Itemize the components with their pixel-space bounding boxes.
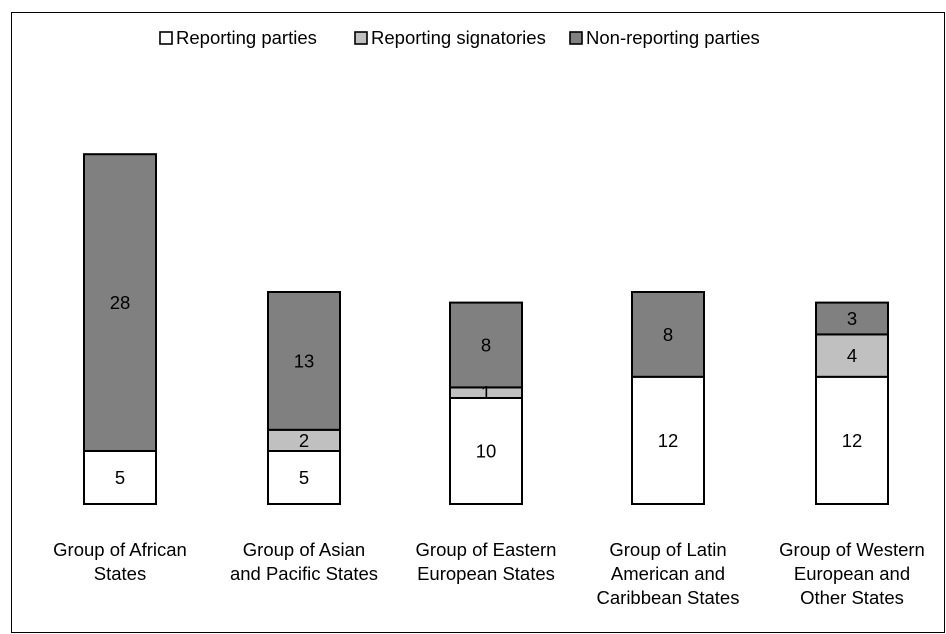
bar-segment xyxy=(631,291,705,378)
category-label: Group of Eastern European States xyxy=(416,539,557,584)
data-label: 8 xyxy=(481,335,491,356)
category-label: Group of Western European and Other States xyxy=(779,539,925,608)
bar-segment xyxy=(449,397,523,505)
data-label: 5 xyxy=(299,467,309,488)
legend-swatch xyxy=(569,31,583,45)
bar-segment xyxy=(815,375,889,505)
data-label: 2 xyxy=(299,430,309,451)
bars xyxy=(83,153,889,505)
bar-segment xyxy=(83,153,157,452)
bar-segment xyxy=(83,450,157,505)
legend-swatch xyxy=(159,31,173,45)
data-label: 1 xyxy=(481,382,491,403)
data-labels: 5 28 5 2 13 10 1 8 12 8 12 4 3 xyxy=(110,292,863,488)
legend-label: Reporting signatories xyxy=(371,27,546,48)
bar-segment xyxy=(449,301,523,389)
data-label: 12 xyxy=(842,430,863,451)
category-label: Group of African States xyxy=(53,539,187,584)
legend-swatch xyxy=(354,31,368,45)
data-label: 10 xyxy=(476,441,497,462)
data-label: 13 xyxy=(294,350,315,371)
legend-label: Reporting parties xyxy=(176,27,317,48)
bar-segment xyxy=(267,291,341,431)
data-label: 4 xyxy=(847,345,857,366)
bar-segment xyxy=(815,333,889,378)
data-label: 5 xyxy=(115,467,125,488)
data-label: 28 xyxy=(110,292,131,313)
data-label: 8 xyxy=(663,324,673,345)
category-labels: Group of African States Group of Asian and … xyxy=(53,539,925,608)
data-label: 12 xyxy=(658,430,679,451)
bar-segment xyxy=(815,301,889,336)
data-label: 3 xyxy=(847,308,857,329)
legend: Reporting parties Reporting signatories No… xyxy=(159,27,760,48)
bar-segment xyxy=(267,450,341,505)
category-label: Group of Latin American and Caribbean Stat… xyxy=(597,539,740,608)
category-label: Group of Asian and Pacific States xyxy=(230,539,378,584)
legend-label: Non-reporting parties xyxy=(586,27,760,48)
